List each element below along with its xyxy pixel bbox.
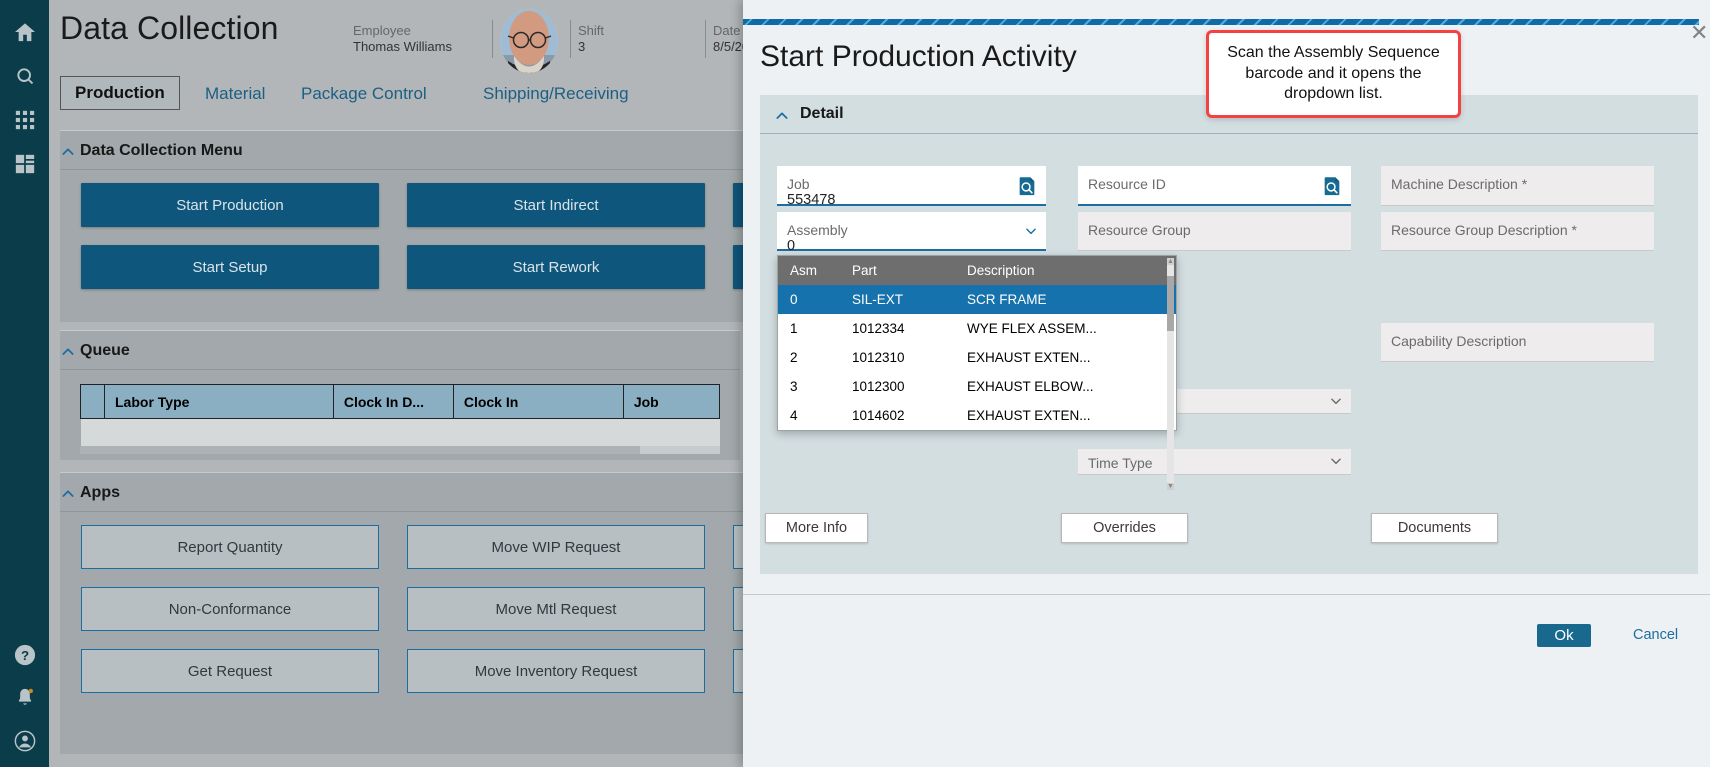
svg-text:?: ? bbox=[20, 648, 28, 663]
